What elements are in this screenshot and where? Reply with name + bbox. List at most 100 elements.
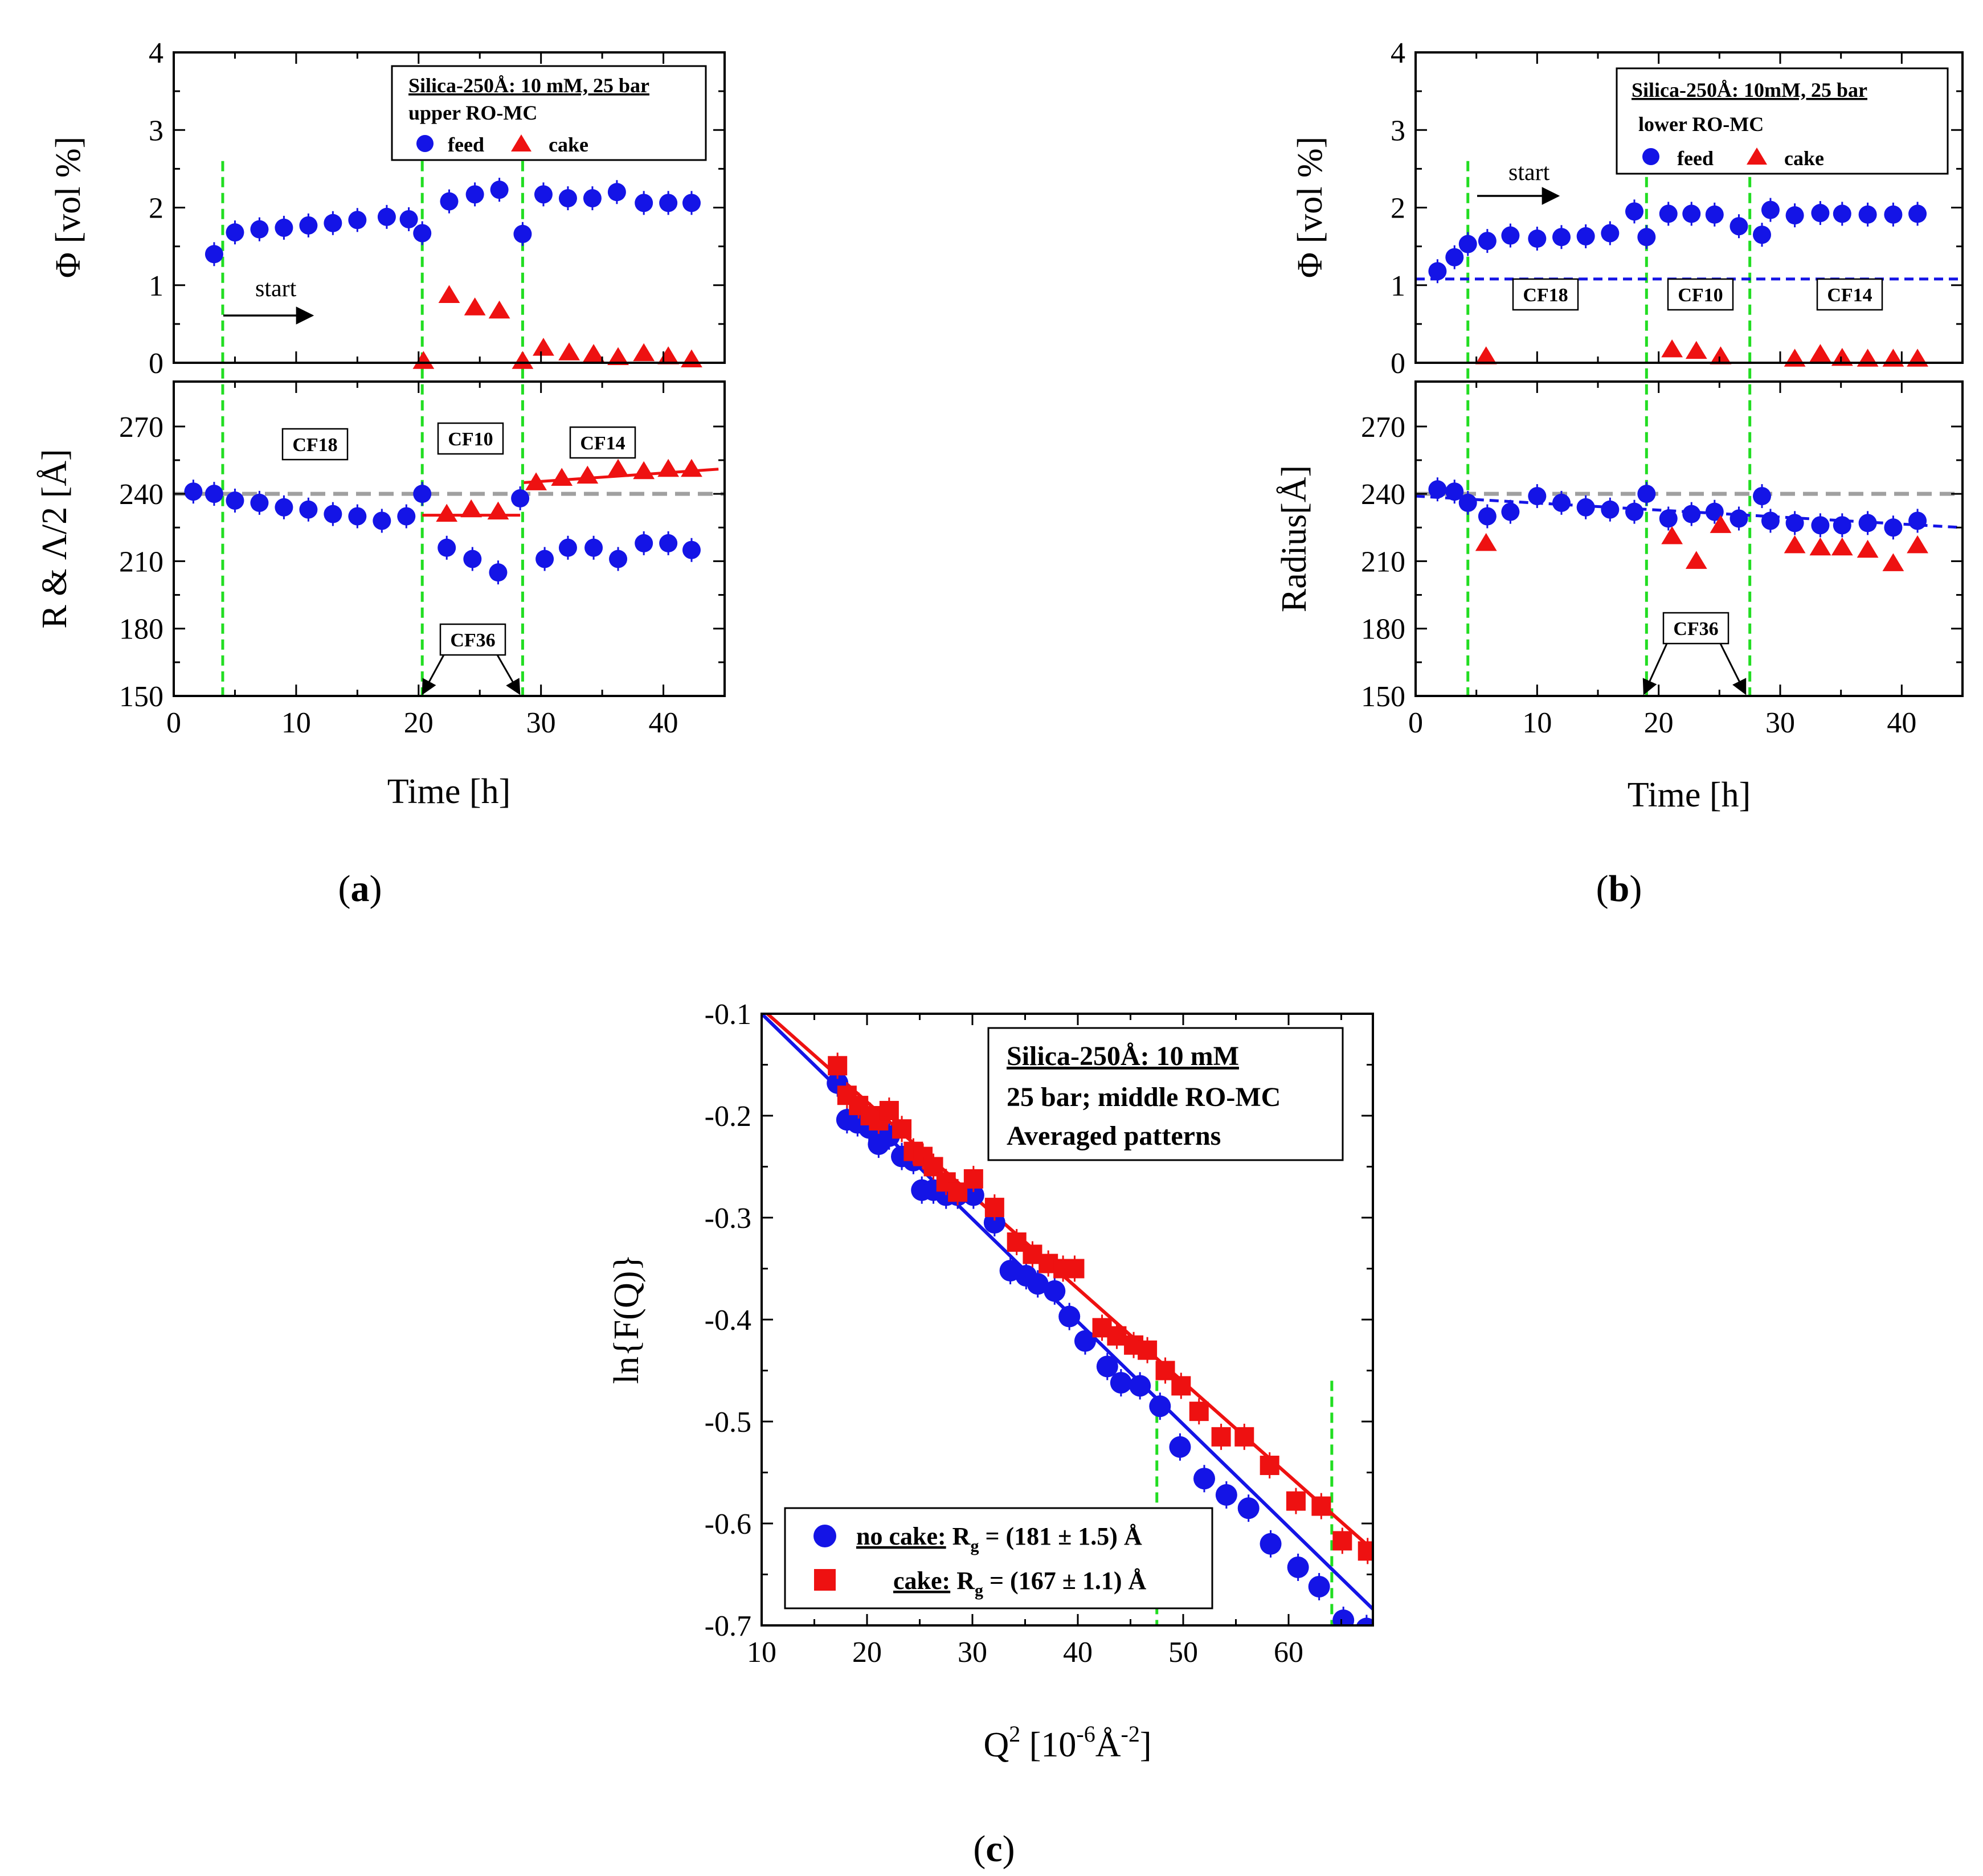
panel-a-cf10-box: CF10: [437, 422, 504, 455]
panel-b: 0 1 2 3 4 150 180 210 240 270 0 10 20 30 40 Φ [vol %]…: [1275, 37, 1964, 910]
panel-a-bottom-ylabel: R & Λ/2 [Å]: [35, 449, 74, 628]
panel-b-cf18-label: CF18: [1523, 285, 1568, 306]
panel-b-bottom-feed-point: [1445, 482, 1464, 501]
panel-c-nocake-point: [1074, 1330, 1096, 1352]
panel-a-top-feed-point: [465, 185, 484, 204]
panel-b-bottom-cake-point: [1809, 537, 1831, 556]
panel-b-top-ylabel: Φ [vol %]: [1291, 137, 1330, 278]
panel-a-cf36-box: CF36: [422, 623, 521, 695]
panel-a-bottom-feed-point: [226, 491, 244, 510]
panel-b-bottom-feed-point: [1528, 487, 1547, 506]
panel-c-legend-cake: cake: Rg = (167 ± 1.1) Å: [893, 1567, 1146, 1600]
panel-b-cf36-label: CF36: [1673, 618, 1718, 640]
panel-b-legend: Silica-250Å: 10mM, 25 bar lower RO-MC fe…: [1616, 67, 1949, 175]
panel-a-bottom-feed-point: [489, 563, 508, 582]
panel-c-cake-point: [1138, 1340, 1158, 1360]
panel-a-top-cake-point: [488, 300, 510, 319]
panel-c-nocake-point: [1110, 1371, 1132, 1394]
panel-b-bottom-frame: [1414, 380, 1964, 697]
panel-b-bottom-feed-point: [1785, 514, 1804, 533]
panel-c-nocake-point: [1260, 1533, 1282, 1555]
panel-a-legend-title: Silica-250Å: 10 mM, 25 bar: [408, 74, 649, 97]
panel-c-xlabel: Q2 [10-6Å-2]: [983, 1721, 1151, 1764]
panel-b-top-plot: [1416, 161, 1962, 696]
panel-c-ytick-label: -0.7: [705, 1610, 751, 1642]
panel-b-bottom-feed-point: [1625, 502, 1643, 521]
panel-a-top-cake-point: [607, 347, 629, 365]
panel-b-top-ytick-label: 2: [1391, 192, 1405, 225]
panel-b-bottom-xtick-label: 40: [1887, 707, 1916, 739]
panel-a-bottom-feed-point: [659, 534, 678, 552]
panel-a-start-label: start: [255, 276, 297, 302]
panel-a-top-cake-point: [657, 346, 680, 364]
panel-c-ytick-label: -0.4: [705, 1304, 751, 1337]
panel-b-cf14-box: CF14: [1816, 278, 1883, 311]
panel-c-nocake-point: [1215, 1484, 1237, 1506]
panel-b-bottom-feed-point: [1833, 516, 1851, 535]
panel-b-legend-title: Silica-250Å: 10mM, 25 bar: [1632, 79, 1867, 101]
panel-b-bottom-cake-point: [1661, 526, 1683, 544]
panel-a-legend-feed-marker: [416, 135, 434, 152]
panel-b-bottom-feed-point: [1552, 493, 1571, 512]
panel-c-legend-cake-marker: [814, 1569, 836, 1591]
panel-b-top-feed-point: [1552, 228, 1571, 247]
panel-b-bottom-cake-point: [1685, 551, 1707, 569]
panel-a-bottom-feed-point: [373, 511, 391, 530]
panel-a-bottom-feed-point: [324, 505, 342, 523]
panel-b-bottom-axes: 150 180 210 240 270 0 10 20 30 40: [1361, 382, 1962, 739]
panel-b-top-feed-point: [1833, 204, 1851, 223]
panel-a-cf10-label: CF10: [448, 429, 493, 450]
panel-c-axes: -0.1 -0.2 -0.3 -0.4 -0.5 -0.6 -0.710 20 30 40 50 60: [705, 998, 1373, 1669]
panel-b-bottom-feed-point: [1659, 509, 1678, 528]
panel-a-bottom-feed-point: [511, 489, 530, 508]
panel-b-top-feed-point: [1811, 204, 1830, 223]
panel-b-cf18-box: CF18: [1512, 278, 1579, 311]
panel-c-info-line-3: Averaged patterns: [1007, 1121, 1221, 1151]
panel-b-bottom-cake-point: [1882, 553, 1904, 571]
panel-a-legend-cake-label: cake: [549, 133, 588, 156]
panel-a-bottom-plot: [174, 458, 725, 585]
panel-b-bottom-feed-point: [1458, 493, 1477, 512]
panel-b-bottom-feed-point: [1501, 502, 1520, 521]
panel-c-cake-point: [1211, 1427, 1231, 1447]
panel-b-bottom-feed-point: [1858, 514, 1877, 533]
panel-b-top-feed-point: [1501, 226, 1520, 245]
panel-a-bottom-feed-point: [413, 485, 432, 503]
panel-c-cake-point: [1171, 1376, 1191, 1396]
panel-a-bottom-xtick-label: 40: [649, 707, 678, 739]
panel-a-top-cake-point: [558, 342, 580, 361]
panel-a-bottom-feed-point: [299, 500, 318, 519]
panel-a-bottom-feed-point: [438, 538, 456, 557]
panel-a-bottom-axes: 150 180 210 240 270 0 10 20 30 40: [119, 382, 725, 739]
panel-a-cf18-box: CF18: [281, 428, 349, 461]
panel-b-cf14-label: CF14: [1827, 285, 1872, 306]
panel-a-top-feed-point: [583, 189, 602, 208]
panel-a-bottom-cake-point: [607, 458, 629, 477]
panel-a-bottom-feed-point: [682, 540, 701, 559]
panel-b-top-feed-point: [1478, 232, 1497, 251]
panel-b-bottom-cake-point: [1475, 533, 1497, 551]
panel-b-top-cake-point: [1710, 346, 1732, 364]
panel-c-nocake-point: [1308, 1575, 1330, 1598]
panel-b-bottom-feed-point: [1428, 480, 1447, 499]
panel-a-bottom-cake-point: [657, 458, 680, 477]
panel-a-bottom-xtick-label: 0: [166, 707, 181, 739]
panel-a-bottom-feed-point: [584, 538, 603, 557]
panel-c-ylabel: ln{F(Q)}: [607, 1254, 646, 1384]
panel-a-legend-subtitle: upper RO-MC: [408, 101, 537, 124]
panel-a-label: (a): [338, 868, 382, 910]
panel-a-top-ytick-label: 1: [149, 270, 163, 302]
panel-a-top-plot: [205, 161, 702, 696]
panel-c-cake-point: [892, 1119, 912, 1139]
panel-a-cf14-box: CF14: [569, 426, 636, 459]
panel-b-top-feed-point: [1576, 227, 1595, 245]
panel-a-bottom-cake-point: [551, 468, 573, 486]
panel-b-cf10-label: CF10: [1678, 285, 1723, 306]
panel-a-top-axes: 0 1 2 3 4: [149, 37, 725, 380]
panel-a-top-feed-point: [513, 224, 532, 243]
panel-a-bottom-ytick-label: 240: [119, 478, 163, 511]
panel-b-top-ytick-label: 3: [1391, 114, 1405, 147]
panel-c-cake-point: [984, 1198, 1004, 1218]
panel-a-top-feed-point: [682, 194, 701, 212]
panel-a-top-feed-point: [275, 218, 293, 237]
